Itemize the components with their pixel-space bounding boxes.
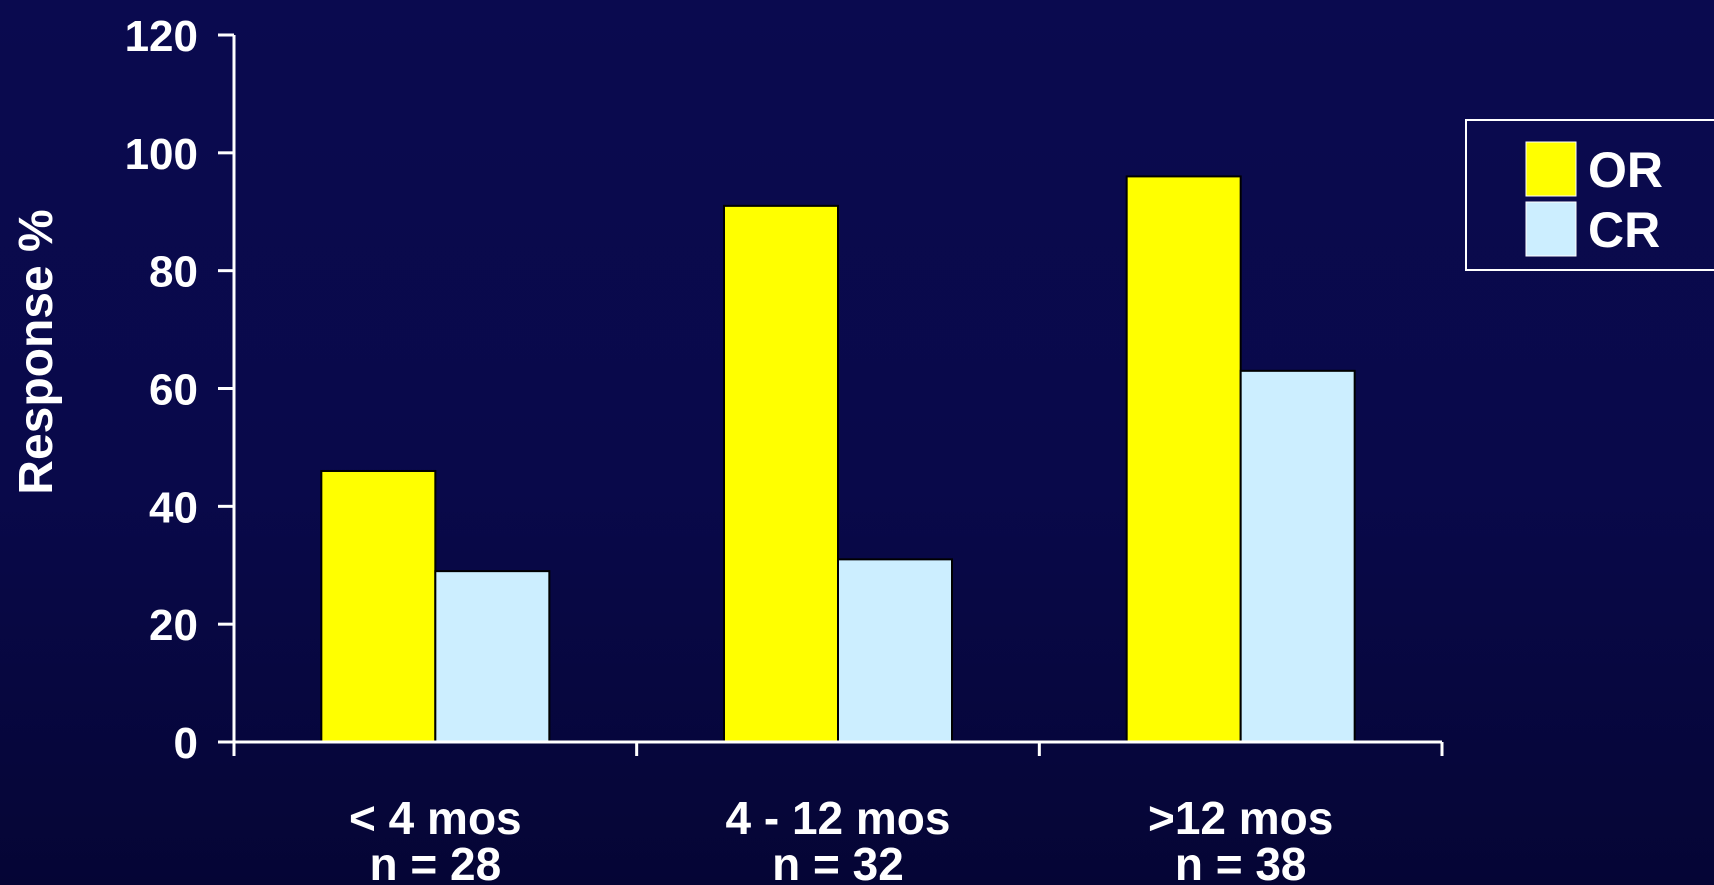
y-tick-label: 80 (149, 248, 198, 297)
bar-or (723, 204, 839, 743)
y-tick-label: 60 (149, 366, 198, 415)
y-tick-label: 40 (149, 483, 198, 532)
bars (320, 175, 1356, 743)
y-tick-label: 100 (125, 130, 198, 179)
x-category-label: 4 - 12 mos (726, 792, 951, 844)
y-tick-label: 20 (149, 601, 198, 650)
y-axis-title: Response % (10, 209, 63, 494)
bar-cr (434, 570, 551, 743)
y-axis: 0 20 40 60 80 100 120 (125, 12, 236, 768)
legend-swatch-cr (1525, 201, 1577, 257)
bar-cr (837, 558, 953, 743)
y-tick-label: 0 (174, 719, 198, 768)
x-category-label: >12 mos (1148, 792, 1333, 844)
bar-or (320, 469, 437, 743)
x-category-sublabel: n = 32 (772, 838, 904, 885)
y-tick-label: 120 (125, 12, 198, 61)
x-category-sublabel: n = 28 (369, 838, 501, 885)
bar-cr (1239, 369, 1356, 743)
bar-or (1125, 175, 1242, 743)
x-category-sublabel: n = 38 (1175, 838, 1307, 885)
legend-box (1465, 119, 1714, 271)
legend-label-cr: CR (1588, 202, 1660, 258)
legend-swatch-or (1525, 141, 1577, 197)
legend-label-or: OR (1588, 142, 1663, 198)
x-category-label: < 4 mos (349, 792, 522, 844)
